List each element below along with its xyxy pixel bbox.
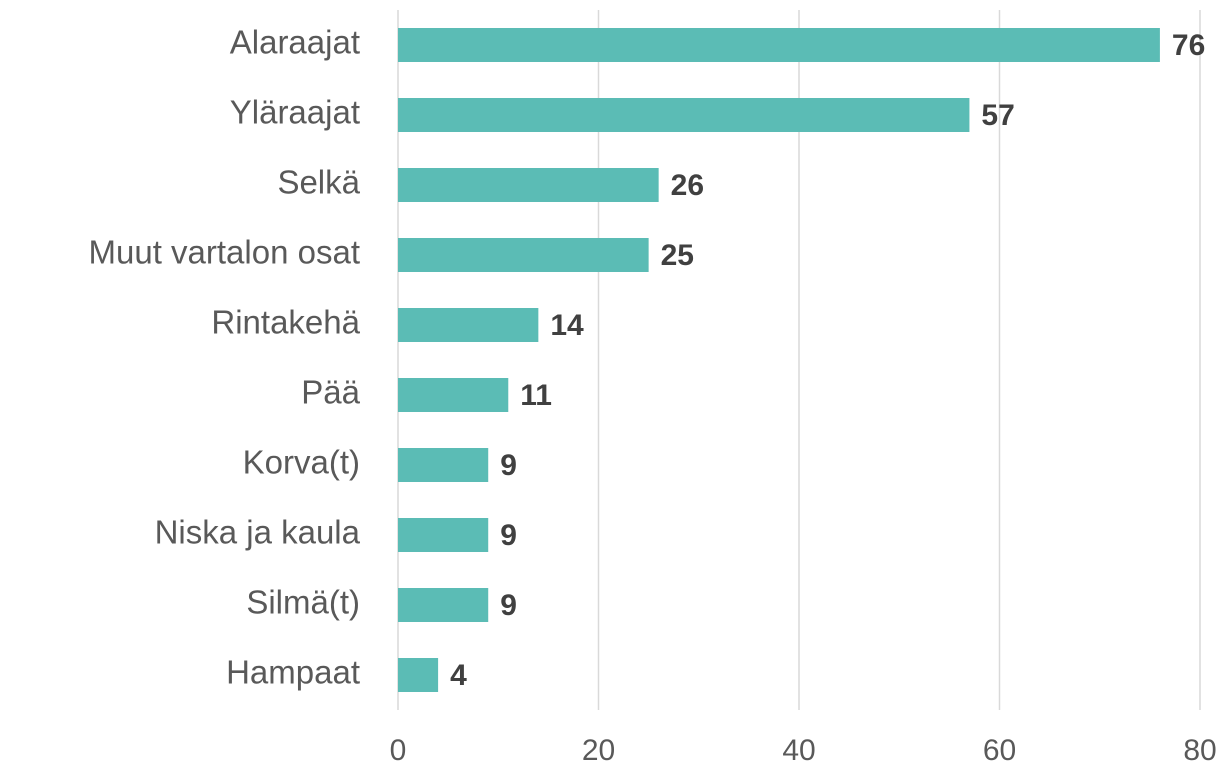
y-tick-label: Hampaat (226, 654, 360, 691)
data-label: 14 (550, 309, 584, 342)
bar (398, 378, 509, 412)
x-tick-label: 60 (983, 734, 1016, 767)
x-tick-label: 0 (390, 734, 407, 767)
y-tick-label: Alaraajat (230, 24, 360, 61)
y-tick-label: Yläraajat (230, 94, 360, 131)
bar (398, 518, 489, 552)
data-label: 26 (671, 169, 704, 202)
bar (398, 588, 489, 622)
data-label: 9 (500, 519, 517, 552)
bar (398, 98, 970, 132)
bar (398, 238, 649, 272)
data-label: 4 (450, 659, 467, 692)
y-tick-label: Niska ja kaula (155, 514, 361, 551)
bar (398, 308, 539, 342)
data-label: 25 (661, 239, 694, 272)
data-label: 57 (981, 99, 1014, 132)
bar (398, 658, 439, 692)
y-tick-label: Korva(t) (243, 444, 360, 481)
y-tick-label: Silmä(t) (246, 584, 360, 621)
x-tick-label: 40 (782, 734, 815, 767)
y-tick-label: Selkä (277, 164, 360, 201)
x-tick-label: 20 (582, 734, 615, 767)
data-label: 11 (520, 379, 552, 412)
data-label: 76 (1172, 29, 1205, 62)
y-tick-label: Pää (301, 374, 360, 411)
bar (398, 168, 659, 202)
x-tick-label: 80 (1183, 734, 1216, 767)
bar (398, 28, 1160, 62)
y-tick-label: Muut vartalon osat (89, 234, 360, 271)
bar (398, 448, 489, 482)
data-label: 9 (500, 589, 517, 622)
data-label: 9 (500, 449, 517, 482)
y-tick-label: Rintakehä (211, 304, 360, 341)
